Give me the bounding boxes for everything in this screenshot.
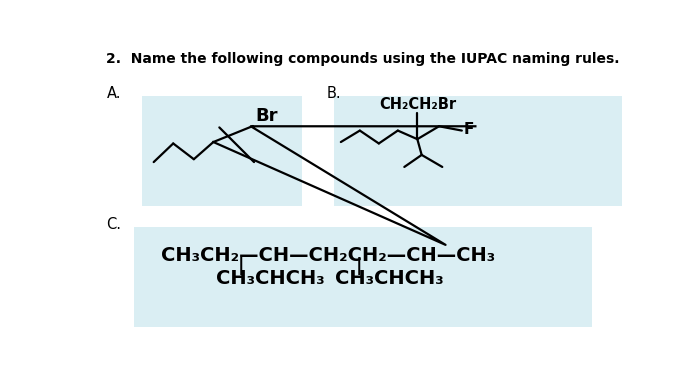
Text: CH₃CHCH₃: CH₃CHCH₃ (335, 269, 444, 288)
Text: CH₃CH₂—CH—CH₂CH₂—CH—CH₃: CH₃CH₂—CH—CH₂CH₂—CH—CH₃ (161, 246, 495, 264)
Text: CH₃CHCH₃: CH₃CHCH₃ (216, 269, 325, 288)
Bar (335, 96, 622, 206)
Bar (134, 227, 592, 327)
Text: B.: B. (326, 86, 341, 101)
Text: |: | (356, 257, 362, 275)
Text: Br: Br (255, 108, 278, 125)
Text: CH₂CH₂Br: CH₂CH₂Br (379, 97, 456, 112)
Text: F: F (464, 122, 475, 138)
Text: C.: C. (106, 217, 122, 231)
Text: 2.  Name the following compounds using the IUPAC naming rules.: 2. Name the following compounds using th… (106, 52, 620, 66)
Bar (141, 96, 302, 206)
Text: |: | (238, 257, 244, 275)
Text: A.: A. (106, 86, 121, 101)
